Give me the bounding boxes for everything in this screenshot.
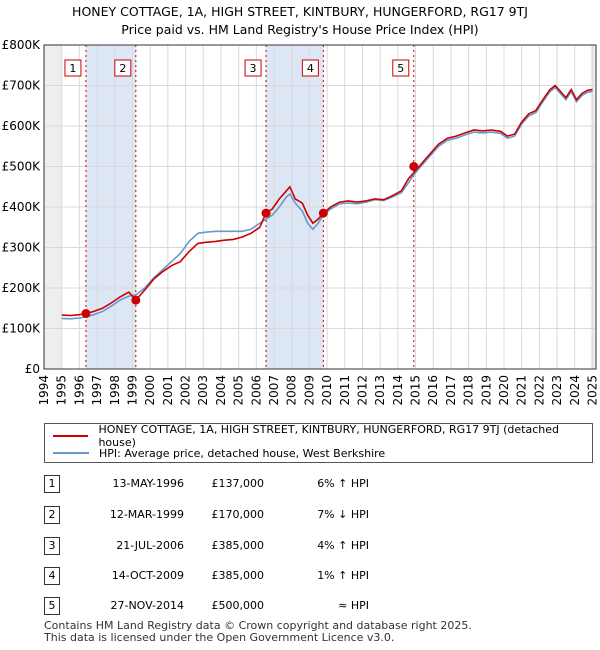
transaction-date: 14-OCT-2009 [111,569,184,582]
x-tick-label: 2017 [444,375,458,406]
x-tick-label: 2012 [355,375,369,406]
x-tick-label: 2005 [232,375,246,406]
transaction-hpi-diff: 4% ↑ HPI [317,539,369,552]
footer-copyright: Contains HM Land Registry data © Crown c… [44,619,472,632]
transaction-hpi-diff: 1% ↑ HPI [317,569,369,582]
y-tick-label: £100K [2,322,42,336]
y-tick-label: £500K [2,160,42,174]
transaction-price: £500,000 [211,599,265,612]
legend-label-property: HONEY COTTAGE, 1A, HIGH STREET, KINTBURY… [98,423,559,449]
x-tick-label: 1995 [55,375,69,406]
transaction-hpi-diff: 6% ↑ HPI [317,477,369,490]
transaction-date: 12-MAR-1999 [109,508,184,521]
transaction-number: 5 [44,597,60,615]
transaction-number: 3 [44,537,60,555]
transaction-point [409,162,419,171]
transaction-label: 5 [397,62,404,75]
transaction-date: 27-NOV-2014 [110,599,184,612]
series-line-hpi [61,86,593,320]
series-line-property [61,84,593,317]
x-tick-label: 2001 [161,375,175,406]
transaction-price: £170,000 [211,508,265,521]
chart-subtitle: Price paid vs. HM Land Registry's House … [121,22,479,37]
x-tick-label: 2009 [302,375,316,406]
x-tick-label: 2006 [249,375,263,406]
transaction-label: 1 [69,62,76,75]
y-tick-label: £200K [2,281,42,295]
transaction-point [81,309,91,319]
transaction-label-box [244,59,262,77]
x-tick-label: 2000 [143,375,157,406]
transaction-label-box [64,59,82,77]
transaction-price: £137,000 [211,477,265,490]
transaction-hpi-diff: 7% ↓ HPI [317,508,369,521]
x-tick-label: 1997 [90,375,104,406]
transaction-point [131,295,141,305]
transaction-point [318,208,328,218]
legend-item-property: HONEY COTTAGE, 1A, HIGH STREET, KINTBURY… [53,423,592,449]
transaction-hpi-diff: ≈ HPI [338,599,369,612]
x-tick-label: 1994 [37,375,51,406]
price-chart: £0 £100K £200K £300K £400K £500K £600K £700K £80… [2,38,600,406]
transaction-label-box [301,59,319,77]
x-tick-label: 2003 [196,375,210,406]
x-tick-label: 1998 [108,375,122,406]
x-tick-label: 2019 [479,375,493,406]
plot-frame [43,44,597,370]
transaction-label-box [392,59,410,77]
legend-swatch-property [53,435,89,437]
x-tick-label: 2021 [515,375,529,406]
x-tick-label: 1996 [72,375,86,406]
y-tick-label: £400K [2,200,42,214]
chart-title: HONEY COTTAGE, 1A, HIGH STREET, KINTBURY… [72,4,528,19]
x-tick-label: 2004 [214,375,228,406]
transaction-point [261,208,271,218]
x-tick-label: 2024 [568,375,582,406]
y-tick-label: £600K [2,119,42,133]
y-tick-label: £800K [2,38,42,52]
x-tick-label: 2007 [267,375,281,406]
x-tick-label: 2022 [532,375,546,406]
x-tick-label: 2011 [338,375,352,406]
x-tick-label: 2002 [179,375,193,406]
transaction-date: 21-JUL-2006 [116,539,184,552]
transaction-label-box [114,59,132,77]
y-tick-label: £300K [2,241,42,255]
legend-swatch-hpi [53,452,89,454]
y-tick-label: £700K [2,79,42,93]
legend-label-hpi: HPI: Average price, detached house, West… [99,446,386,460]
transaction-label: 2 [119,62,126,75]
legend-item-hpi: HPI: Average price, detached house, West… [53,445,385,461]
x-tick-label: 2014 [391,375,405,406]
x-tick-label: 2013 [373,375,387,406]
x-tick-label: 2015 [409,375,423,406]
x-tick-label: 2020 [497,375,511,406]
transaction-number: 1 [44,475,60,493]
y-tick-label: £0 [25,362,40,376]
x-tick-label: 2010 [320,375,334,406]
x-tick-label: 2016 [426,375,440,406]
transaction-label: 3 [250,62,257,75]
x-tick-label: 2025 [585,375,599,406]
transaction-date: 13-MAY-1996 [112,477,184,490]
x-tick-label: 1999 [125,375,139,406]
transaction-price: £385,000 [211,569,265,582]
transaction-price: £385,000 [211,539,265,552]
x-tick-label: 2023 [550,375,564,406]
transaction-number: 2 [44,506,60,524]
transaction-number: 4 [44,567,60,585]
transaction-label: 4 [307,62,314,75]
x-tick-label: 2008 [285,375,299,406]
footer-license: This data is licensed under the Open Gov… [44,631,395,644]
x-tick-label: 2018 [462,375,476,406]
legend: HONEY COTTAGE, 1A, HIGH STREET, KINTBURY… [44,423,593,463]
footer: Contains HM Land Registry data © Crown c… [44,620,472,644]
